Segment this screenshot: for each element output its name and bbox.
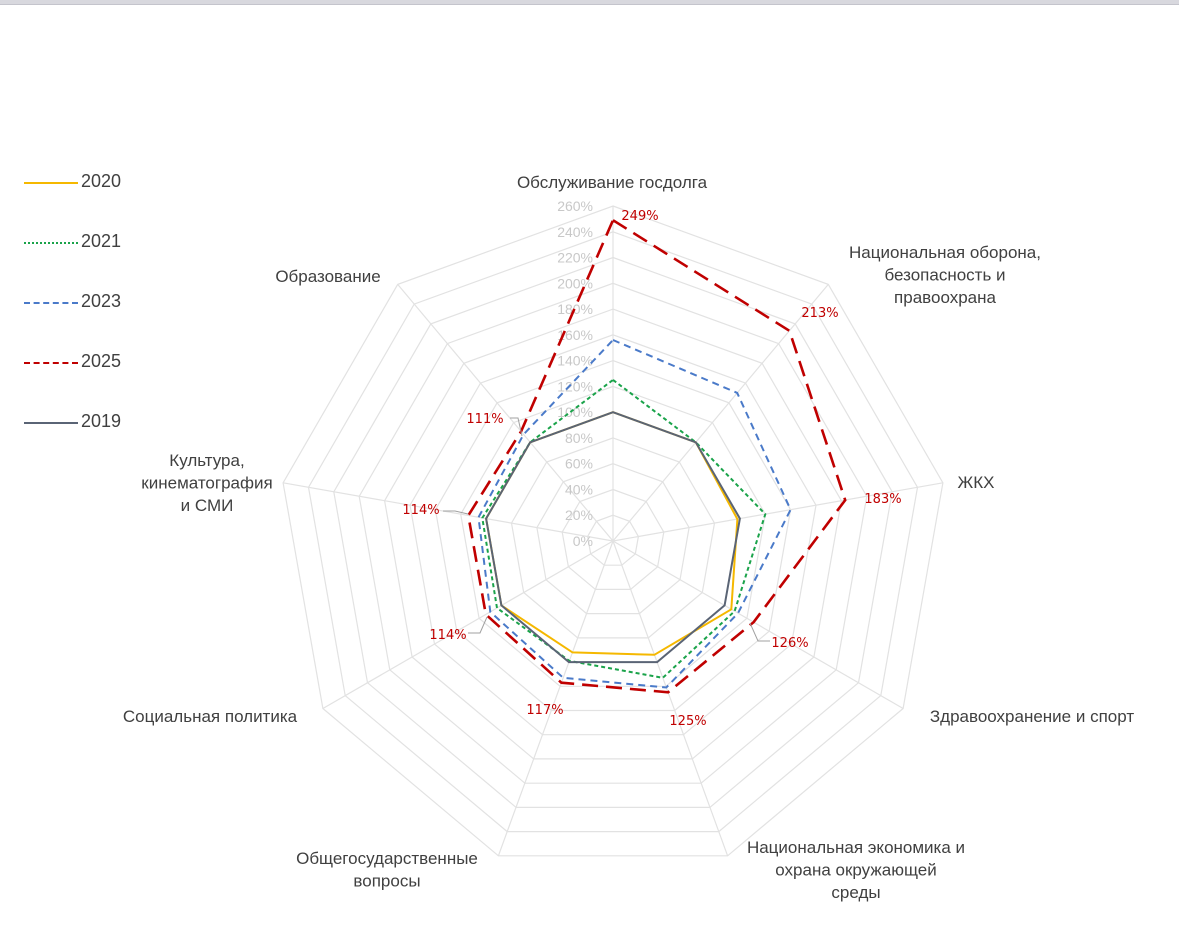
category-label: Общегосударственные вопросы [296,849,478,891]
legend-label: 2020 [81,171,122,191]
legend-swatch [24,182,78,184]
legend-swatch [24,422,78,424]
grid-ring [510,437,716,639]
grid-spoke [322,540,614,710]
tick-label: 140% [557,353,593,369]
legend-swatch [24,302,78,304]
grid-spoke [612,284,829,542]
grid-ring [434,359,792,712]
data-label: 117% [526,703,563,718]
data-label: 114% [402,503,439,518]
grid-ring [586,514,640,566]
series-line-2025 [466,218,847,694]
data-label: 114% [429,628,466,643]
data-label: 249% [621,209,658,224]
grid-spoke [612,540,904,710]
grid-ring [358,282,868,784]
data-label: 183% [864,492,901,507]
grid-spoke [612,540,729,857]
tick-label: 240% [557,224,593,240]
series-line-2023 [477,338,792,689]
series-line-2019 [485,411,741,664]
category-label: Обслуживание госдолга [517,173,708,192]
grid-ring [383,308,843,760]
tick-label: 100% [557,404,593,420]
legend-label: 2023 [81,291,122,311]
data-label-leader [510,417,523,437]
grid-ring [307,231,919,833]
grid-ring [561,488,665,591]
grid-spoke [497,540,614,857]
data-label: 125% [669,714,706,729]
tick-label: 120% [557,378,593,394]
radial-tick-labels: 0%20%40%60%80%100%120%140%160%180%200%22… [557,198,593,549]
grid-spoke [397,284,614,542]
legend-label: 2019 [81,411,122,431]
grid-spoke [612,482,944,542]
grid-ring [409,334,817,736]
category-label: Национальная экономика и охрана окружающе… [747,838,965,902]
category-label: Здравоохранение и спорт [930,707,1134,726]
tick-label: 180% [557,301,593,317]
chart-grid [282,205,944,857]
category-label: Социальная политика [123,707,298,726]
legend-label: 2025 [81,351,122,371]
tick-label: 160% [557,327,593,343]
legend-label: 2021 [81,231,122,251]
tick-label: 20% [565,507,593,523]
tick-label: 0% [573,533,593,549]
series-line-2021 [481,378,767,679]
legend-swatch [24,362,78,364]
data-label-leader [443,510,469,515]
tick-label: 60% [565,456,593,472]
category-label: ЖКХ [958,473,995,492]
series-lines [466,218,847,694]
data-label: 111% [466,412,503,427]
tick-label: 220% [557,250,593,266]
category-label: Образование [275,267,380,286]
category-label: Культура, кинематография и СМИ [141,451,272,515]
grid-ring [536,463,690,615]
data-label: 126% [771,636,808,651]
window-top-bar [0,0,1179,5]
tick-label: 80% [565,430,593,446]
grid-ring [282,205,944,857]
category-label: Национальная оборона, безопасность и право… [849,243,1041,307]
grid-spoke [282,482,614,542]
category-labels: Обслуживание госдолга Национальная оборон… [123,173,1134,902]
tick-label: 260% [557,198,593,214]
legend-swatch [24,242,78,244]
data-label-leader [749,622,770,642]
grid-ring [333,256,893,809]
data-label-leader [468,616,488,634]
tick-label: 40% [565,482,593,498]
data-label: 213% [801,306,838,321]
data-labels: 249% 213% 183% 126% 125% 117% 114% 114% 111% [402,209,901,729]
